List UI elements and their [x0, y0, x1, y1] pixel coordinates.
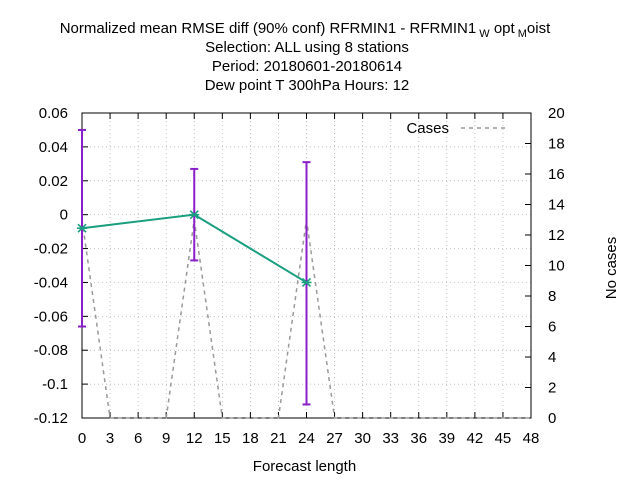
y2-tick-label: 18 — [548, 136, 565, 153]
y-tick-label: -0.1 — [42, 376, 68, 393]
title-line-1: Normalized mean RMSE diff (90% conf) RFR… — [60, 20, 551, 40]
x-tick-label: 33 — [382, 430, 399, 447]
x-tick-label: 9 — [162, 430, 170, 447]
legend: Cases — [406, 120, 507, 137]
series-layer — [77, 128, 531, 419]
x-tick-label: 12 — [186, 430, 203, 447]
y-axis-left: 0.06 0.04 0.02 0 -0.02 -0.04 -0.06 -0.08 -0.1 -0.… — [34, 105, 88, 427]
y2-tick-label: 10 — [548, 258, 565, 275]
y-tick-label: 0.02 — [39, 173, 68, 190]
title-subscript: M — [515, 28, 527, 40]
y2-tick-label: 16 — [548, 166, 565, 183]
y-tick-label: 0 — [60, 207, 68, 224]
data-point — [189, 210, 200, 220]
y-tick-label: 0.06 — [39, 105, 68, 122]
series-line-cases — [81, 219, 531, 419]
y-tick-label: 0.04 — [39, 139, 68, 156]
x-axis: 0 3 6 9 12 15 18 21 24 27 30 33 36 39 42 45 48 — [78, 113, 540, 447]
y-tick-label: -0.06 — [34, 308, 68, 325]
x-tick-label: 24 — [298, 430, 315, 447]
y-tick-label: -0.12 — [34, 410, 68, 427]
legend-label-cases: Cases — [406, 120, 449, 137]
y2-tick-label: 4 — [548, 349, 556, 366]
y2-tick-label: 20 — [548, 105, 565, 122]
title-subscript: W — [476, 28, 490, 40]
title-line-3: Period: 20180601-20180614 — [212, 58, 402, 75]
data-point — [77, 223, 87, 233]
x-tick-label: 18 — [242, 430, 259, 447]
y2-tick-label: 14 — [548, 197, 565, 214]
x-tick-label: 36 — [410, 430, 427, 447]
x-tick-label: 45 — [495, 430, 512, 447]
y-tick-label: -0.04 — [34, 274, 68, 291]
y2-tick-label: 0 — [548, 410, 556, 427]
x-tick-label: 30 — [354, 430, 371, 447]
y2-tick-label: 2 — [548, 380, 556, 397]
chart-title: Normalized mean RMSE diff (90% conf) RFR… — [60, 20, 551, 94]
title-part: oist — [527, 20, 551, 37]
x-tick-label: 42 — [467, 430, 484, 447]
data-point — [301, 277, 312, 288]
y2-tick-label: 12 — [548, 227, 565, 244]
y2-tick-label: 6 — [548, 319, 556, 336]
x-tick-label: 48 — [523, 430, 540, 447]
y-tick-label: -0.08 — [34, 342, 68, 359]
x-axis-label: Forecast length — [253, 458, 356, 475]
title-line-2: Selection: ALL using 8 stations — [205, 39, 409, 56]
title-line-4: Dew point T 300hPa Hours: 12 — [205, 77, 410, 94]
x-tick-label: 6 — [134, 430, 142, 447]
x-tick-label: 15 — [214, 430, 231, 447]
y2-tick-label: 8 — [548, 288, 556, 305]
x-tick-label: 27 — [326, 430, 343, 447]
x-tick-label: 21 — [270, 430, 287, 447]
y2-axis-label: No cases — [603, 237, 620, 300]
y-tick-label: -0.02 — [34, 241, 68, 258]
x-tick-label: 0 — [78, 430, 86, 447]
title-part: opt — [490, 20, 516, 37]
x-tick-label: 3 — [106, 430, 114, 447]
x-tick-label: 39 — [438, 430, 455, 447]
